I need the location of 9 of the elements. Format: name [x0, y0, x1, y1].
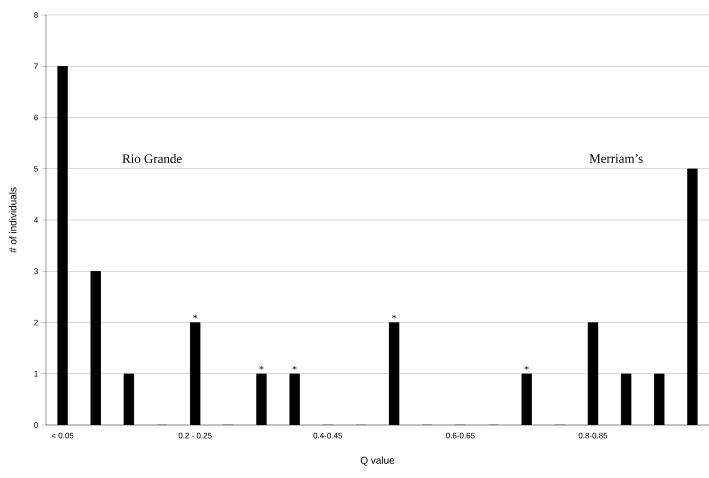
data-label: *: [392, 314, 396, 318]
data-label: *: [259, 366, 264, 370]
y-axis-title: # of individuals: [9, 187, 16, 253]
annotation: Rio Grande: [122, 154, 182, 164]
data-label: *: [193, 314, 198, 318]
data-label: *: [524, 366, 529, 370]
annotation: Merriam’s: [590, 154, 643, 163]
x-axis-title: Q value: [360, 456, 394, 466]
data-label: *: [292, 366, 297, 370]
